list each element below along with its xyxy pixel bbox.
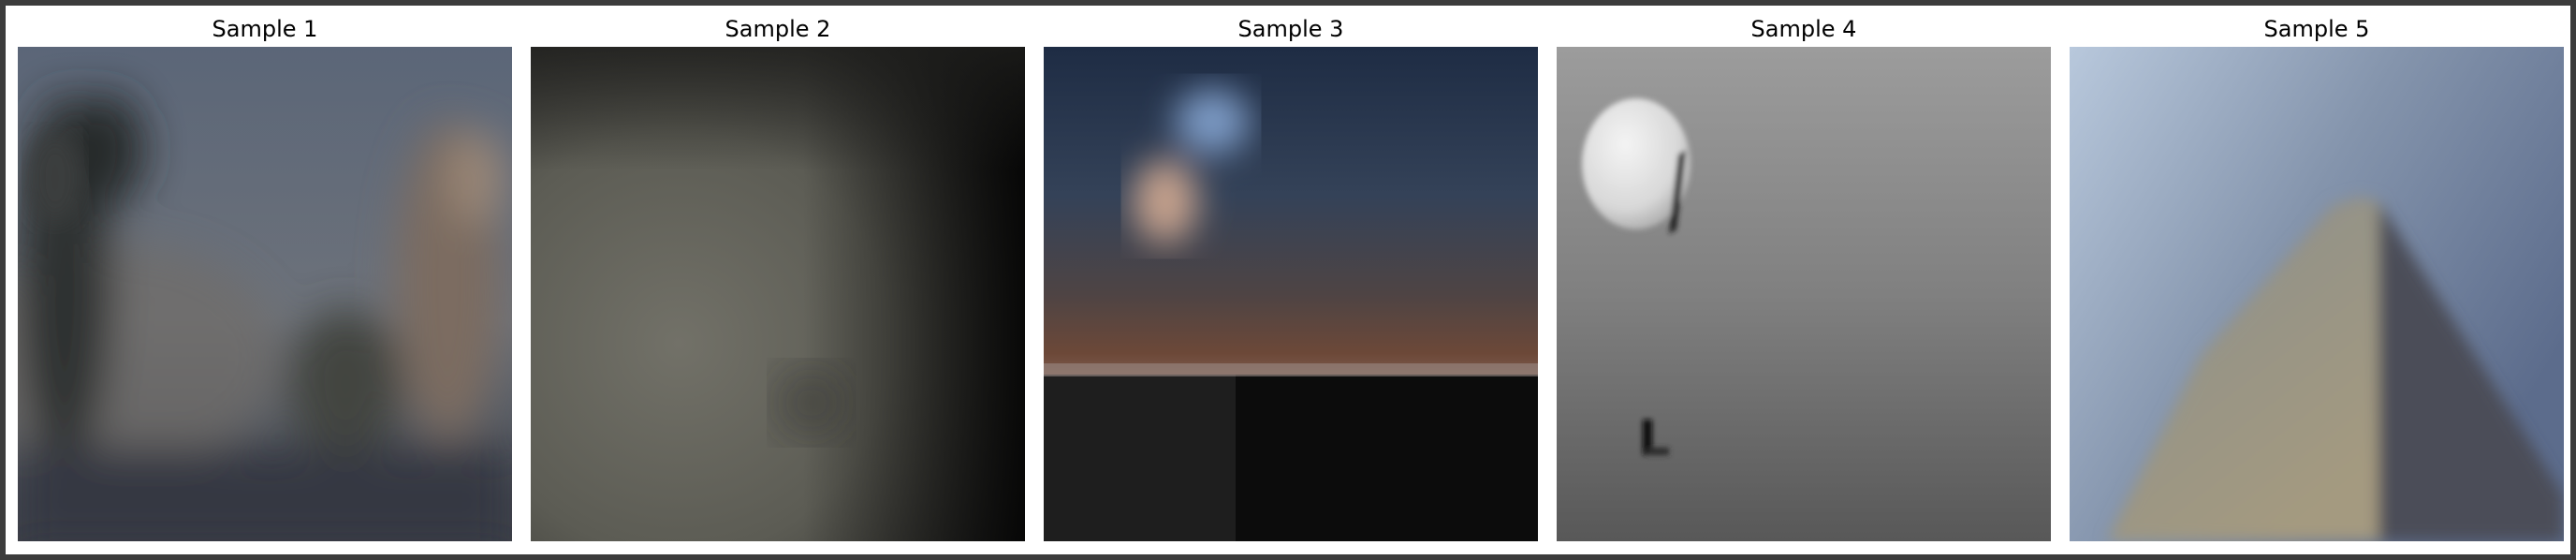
sample-panel-5: Sample 5 bbox=[2070, 6, 2564, 549]
sample-panel-3: Sample 3 bbox=[1044, 6, 1538, 549]
sample-panel-2: Sample 2 bbox=[531, 6, 1025, 549]
sample-image bbox=[531, 47, 1025, 541]
sample-image bbox=[1044, 47, 1538, 541]
sample-title: Sample 3 bbox=[1237, 16, 1344, 42]
sample-panel-4: Sample 4 bbox=[1557, 6, 2051, 549]
sample-title: Sample 5 bbox=[2263, 16, 2370, 42]
sample-title: Sample 1 bbox=[212, 16, 318, 42]
sample-image bbox=[1557, 47, 2051, 541]
sample-title: Sample 4 bbox=[1750, 16, 1857, 42]
figure-canvas: Sample 1 bbox=[6, 6, 2570, 554]
sample-image bbox=[18, 47, 512, 541]
sample-image bbox=[2070, 47, 2564, 541]
sample-title: Sample 2 bbox=[724, 16, 831, 42]
sample-panel-1: Sample 1 bbox=[18, 6, 512, 549]
